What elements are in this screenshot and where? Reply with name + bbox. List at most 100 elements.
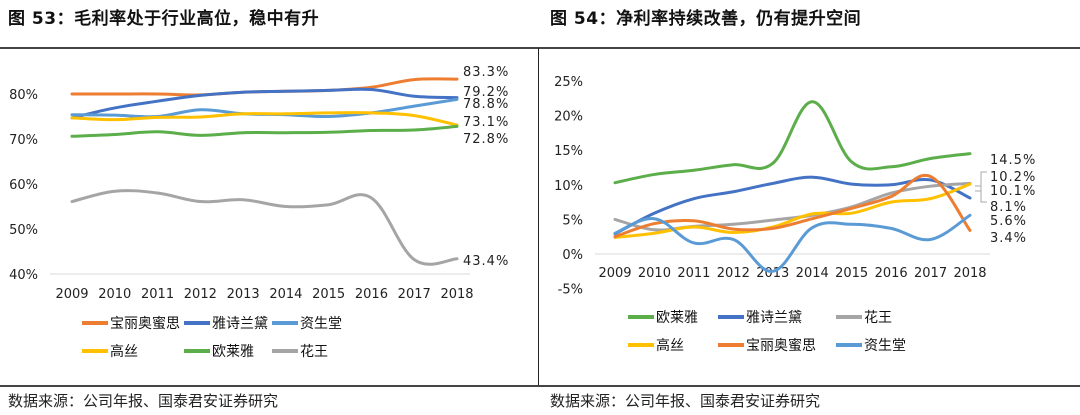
data-label: 14.5% (990, 153, 1036, 168)
x-tick-label: 2011 (141, 287, 174, 302)
y-tick-label: 20% (554, 110, 583, 125)
legend-swatch (628, 343, 654, 347)
x-tick-label: 2013 (227, 287, 260, 302)
legend-item: 雅诗兰黛 (718, 307, 816, 327)
legend-item: 宝丽奥蜜思 (82, 313, 180, 333)
series-line-资生堂 (613, 213, 972, 273)
legend-swatch (82, 349, 108, 353)
data-label: 5.6% (990, 214, 1027, 229)
legend-item: 资生堂 (272, 313, 342, 333)
x-tick-label: 2017 (398, 287, 431, 302)
legend-swatch (718, 343, 744, 347)
legend-swatch (836, 343, 862, 347)
legend-item: 雅诗兰黛 (184, 313, 268, 333)
data-label: 72.8% (463, 132, 509, 147)
legend-label: 欧莱雅 (212, 344, 254, 360)
y-tick-label: 25% (554, 75, 583, 90)
leader-line (975, 185, 987, 203)
legend-item: 宝丽奥蜜思 (718, 335, 816, 355)
legend-left: 宝丽奥蜜思 雅诗兰黛 资生堂高丝 欧莱雅 花王 (82, 313, 342, 361)
legend-item: 高丝 (82, 341, 180, 361)
y-tick-label: 70% (9, 133, 38, 148)
legend-swatch (718, 315, 744, 319)
chart-1: -5%0%5%10%15%20%25%2009 2010 2011 2012 2013 2… (554, 75, 1036, 298)
legend-swatch (272, 349, 298, 353)
legend-swatch (184, 321, 210, 325)
bottom-divider (0, 385, 1080, 387)
y-tick-label: 0% (562, 248, 583, 263)
leader-line (975, 171, 987, 192)
x-tick-label: 2018 (440, 287, 473, 302)
data-label: 78.8% (463, 97, 509, 112)
x-tick-label: 2010 (98, 287, 131, 302)
source-left: 数据来源：公司年报、国泰君安证券研究 (8, 392, 279, 410)
y-tick-label: 15% (554, 144, 583, 159)
data-label: 43.4% (463, 254, 509, 269)
legend-item: 欧莱雅 (628, 307, 698, 327)
legend-label: 欧莱雅 (656, 310, 698, 326)
x-tick-label: 2014 (796, 266, 829, 281)
legend-swatch (184, 349, 210, 353)
legend-label: 宝丽奥蜜思 (110, 316, 180, 332)
y-tick-label: 80% (9, 88, 38, 103)
y-tick-label: 50% (9, 223, 38, 238)
x-tick-label: 2016 (875, 266, 908, 281)
legend-label: 花王 (300, 344, 328, 360)
data-label: 10.1% (990, 184, 1036, 199)
legend-label: 雅诗兰黛 (212, 316, 268, 332)
series-line-欧莱雅 (613, 100, 972, 185)
top-divider (0, 47, 1080, 49)
x-tick-label: 2009 (55, 287, 88, 302)
legend-item: 花王 (836, 307, 906, 327)
chart-0: 40% 50% 60% 70% 80% 2009 2010 2011 2012 2013 2014 2… (9, 65, 509, 302)
series-line-高丝 (70, 111, 459, 127)
series-line-欧莱雅 (70, 124, 459, 138)
x-tick-label: 2017 (914, 266, 947, 281)
data-label: 8.1% (990, 200, 1027, 215)
x-tick-label: 2018 (953, 266, 986, 281)
x-tick-label: 2015 (835, 266, 868, 281)
series-line-高丝 (613, 182, 972, 239)
legend-swatch (628, 315, 654, 319)
legend-item: 欧莱雅 (184, 341, 268, 361)
y-tick-label: 5% (562, 213, 583, 228)
x-tick-label: 2015 (312, 287, 345, 302)
x-tick-label: 2016 (355, 287, 388, 302)
data-label: 3.4% (990, 231, 1027, 246)
y-tick-label: 10% (554, 179, 583, 194)
legend-item: 高丝 (628, 335, 698, 355)
y-tick-label: 40% (9, 268, 38, 283)
legend-label: 花王 (864, 310, 892, 326)
source-right: 数据来源：公司年报、国泰君安证券研究 (550, 392, 821, 410)
chart-title-right: 图 54：净利率持续改善，仍有提升空间 (550, 9, 862, 29)
data-label: 10.2% (990, 170, 1036, 185)
x-tick-label: 2010 (638, 266, 671, 281)
legend-label: 雅诗兰黛 (746, 310, 802, 326)
x-tick-label: 2012 (184, 287, 217, 302)
x-tick-label: 2014 (269, 287, 302, 302)
center-divider (538, 48, 539, 386)
x-tick-label: 2009 (598, 266, 631, 281)
series-line-花王 (70, 189, 459, 266)
data-label: 83.3% (463, 65, 509, 80)
legend-item: 资生堂 (836, 335, 906, 355)
legend-item: 花王 (272, 341, 342, 361)
x-tick-label: 2012 (717, 266, 750, 281)
chart-title-left: 图 53：毛利率处于行业高位，稳中有升 (8, 9, 320, 29)
legend-swatch (82, 321, 108, 325)
series-line-宝丽奥蜜思 (613, 173, 972, 239)
data-label: 73.1% (463, 115, 509, 130)
legend-swatch (272, 321, 298, 325)
legend-label: 高丝 (110, 344, 138, 360)
y-tick-label: -5% (558, 283, 583, 298)
legend-swatch (836, 315, 862, 319)
y-tick-label: 60% (9, 178, 38, 193)
legend-label: 资生堂 (864, 338, 906, 354)
x-tick-label: 2011 (677, 266, 710, 281)
legend-label: 高丝 (656, 338, 684, 354)
series-line-雅诗兰黛 (70, 87, 459, 120)
data-label: 79.2% (463, 85, 509, 100)
legend-label: 资生堂 (300, 316, 342, 332)
legend-right: 欧莱雅 雅诗兰黛 花王高丝 宝丽奥蜜思 资生堂 (628, 307, 906, 355)
